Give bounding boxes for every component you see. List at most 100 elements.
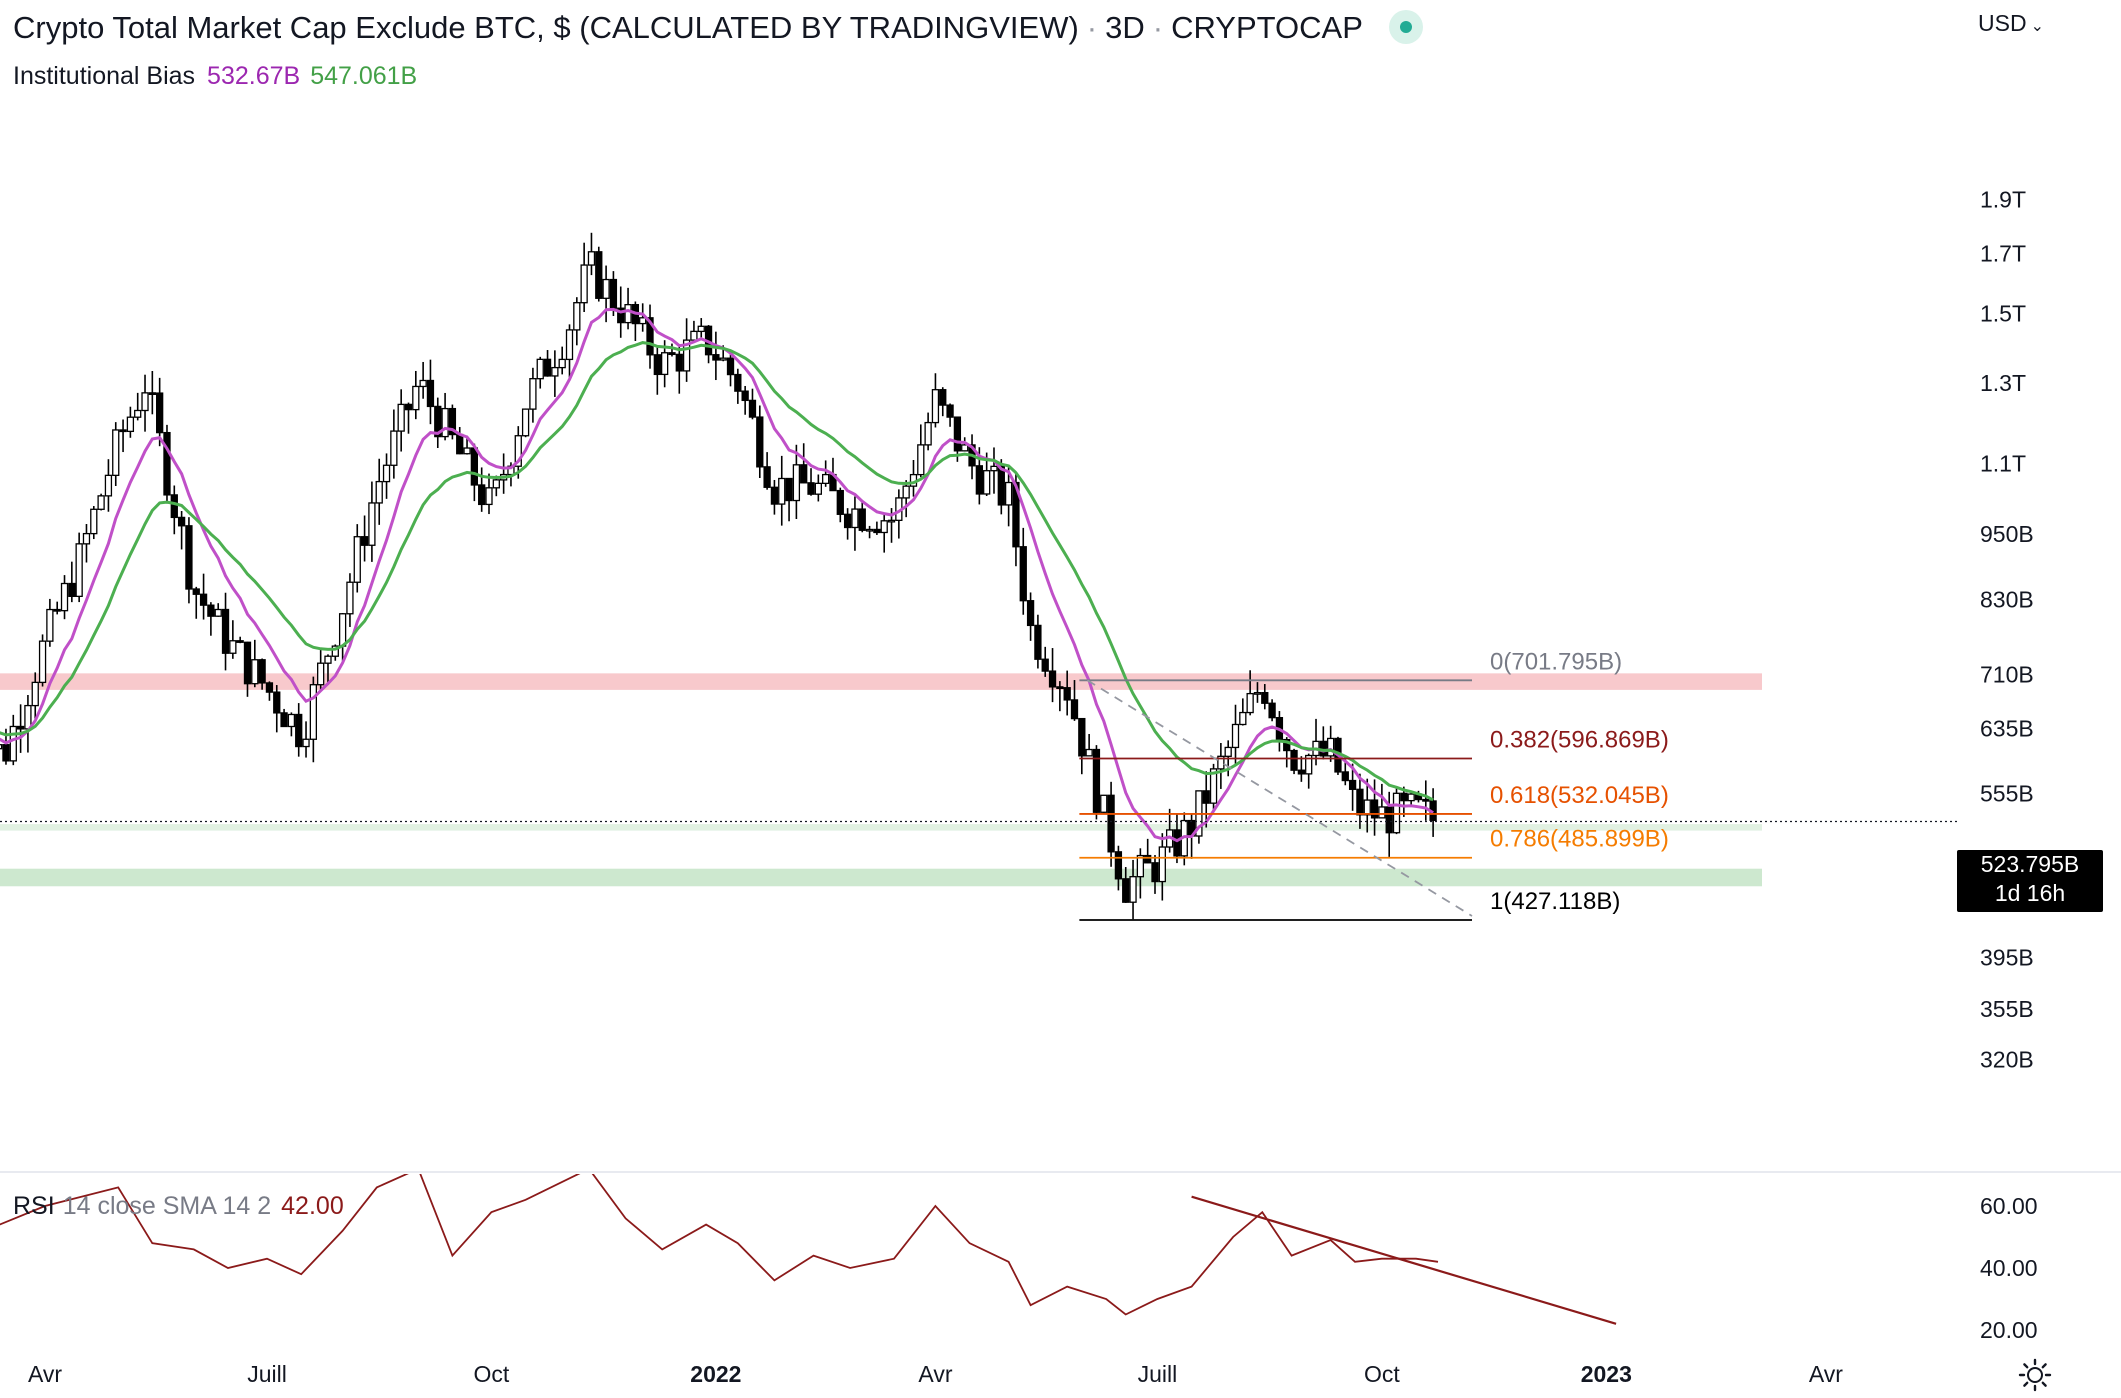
candle-body	[1063, 687, 1071, 701]
candle	[419, 361, 427, 399]
candle-body	[536, 358, 544, 380]
candle	[68, 561, 76, 603]
candle	[851, 496, 859, 551]
candle-body	[404, 403, 413, 411]
candle	[346, 573, 354, 627]
candle	[668, 343, 676, 357]
candle	[880, 513, 888, 553]
candle	[434, 397, 442, 448]
indicator-legend[interactable]: Institutional Bias 532.67B 547.061B	[13, 62, 417, 91]
candle	[148, 370, 156, 415]
candle-body	[822, 473, 830, 485]
rsi-axis-tick-label: 40.00	[1980, 1255, 2038, 1281]
candle-body	[558, 358, 566, 369]
candle-body	[46, 608, 54, 642]
support-zone	[0, 824, 1762, 831]
candle-body	[60, 582, 69, 612]
candle-body	[441, 407, 449, 438]
candle-body	[243, 641, 252, 685]
fib-label-0.618: 0.618(532.045B)	[1490, 782, 1669, 809]
candle-body	[1026, 600, 1035, 627]
candle-body	[763, 466, 771, 488]
candle	[536, 356, 544, 389]
candle	[675, 345, 683, 394]
candle-body	[104, 474, 113, 497]
candle-body	[668, 352, 676, 356]
candle-body	[287, 713, 296, 728]
candle-body	[983, 470, 991, 495]
candle-body	[375, 480, 383, 504]
time-axis-tick-label: 2023	[1581, 1361, 1632, 1387]
candle-body	[887, 519, 896, 523]
candle	[712, 331, 720, 381]
candle-body	[1224, 746, 1232, 757]
candle	[1253, 682, 1262, 703]
candle-body	[1363, 799, 1371, 816]
candle-body	[214, 608, 222, 617]
candle	[1085, 733, 1093, 757]
candle-body	[1326, 737, 1335, 757]
candle-body	[119, 429, 127, 433]
candle	[199, 573, 208, 620]
fib-label-1: 1(427.118B)	[1490, 888, 1620, 915]
candle-body	[273, 691, 281, 714]
candle	[280, 708, 288, 728]
candle-body	[353, 536, 361, 583]
candle-body	[843, 513, 852, 529]
candle	[1217, 743, 1225, 789]
currency-selector[interactable]: USD ⌄	[1978, 10, 2044, 37]
candle-body	[617, 307, 625, 324]
candle	[1034, 614, 1042, 669]
candle	[1231, 704, 1240, 766]
candle-body	[953, 416, 962, 452]
rsi-axis-tick-label: 60.00	[1980, 1193, 2038, 1219]
candle	[595, 246, 603, 302]
candle	[653, 345, 661, 395]
time-axis-tick-label: Avr	[1809, 1361, 1843, 1387]
candle-body	[75, 543, 83, 597]
time-axis-tick-label: Juill	[247, 1361, 287, 1387]
candle	[75, 532, 83, 603]
candle-body	[53, 608, 61, 612]
symbol-title[interactable]: Crypto Total Market Cap Exclude BTC, $ (…	[13, 10, 1079, 45]
candle	[390, 409, 398, 479]
market-status-icon	[1388, 9, 1423, 44]
candle	[807, 468, 815, 496]
candle	[24, 694, 32, 753]
candle	[1048, 648, 1057, 703]
candle	[697, 318, 705, 338]
candle-body	[251, 659, 259, 685]
candle-body	[1231, 723, 1240, 749]
candle-body	[1122, 878, 1130, 903]
candle	[375, 458, 383, 525]
candle-body	[990, 465, 998, 472]
candle-body	[858, 508, 866, 531]
candle	[126, 406, 135, 438]
rsi-legend[interactable]: RSI 14 close SMA 14 2 42.00	[13, 1192, 344, 1221]
candle	[1129, 859, 1137, 920]
candle-body	[148, 392, 156, 396]
candle	[119, 419, 127, 453]
interval-label[interactable]: 3D	[1105, 10, 1145, 45]
candle	[192, 586, 200, 619]
candle-body	[682, 339, 691, 372]
candle	[1114, 845, 1123, 891]
candle-body	[90, 508, 98, 535]
candle-body	[792, 464, 801, 502]
candle-body	[1400, 792, 1408, 802]
candle-body	[397, 403, 405, 432]
candle	[873, 521, 881, 535]
candle-body	[800, 464, 808, 484]
candle	[551, 350, 559, 397]
candle-body	[1290, 749, 1298, 771]
rsi-params: 14 close SMA 14 2	[62, 1192, 272, 1220]
candle	[273, 685, 281, 733]
gear-icon[interactable]	[2018, 1358, 2052, 1392]
candle	[141, 374, 149, 432]
candle-body	[360, 536, 369, 546]
candle	[1407, 791, 1415, 806]
candle-body	[1151, 862, 1159, 883]
candle	[1092, 745, 1101, 820]
candle-body	[573, 302, 581, 331]
